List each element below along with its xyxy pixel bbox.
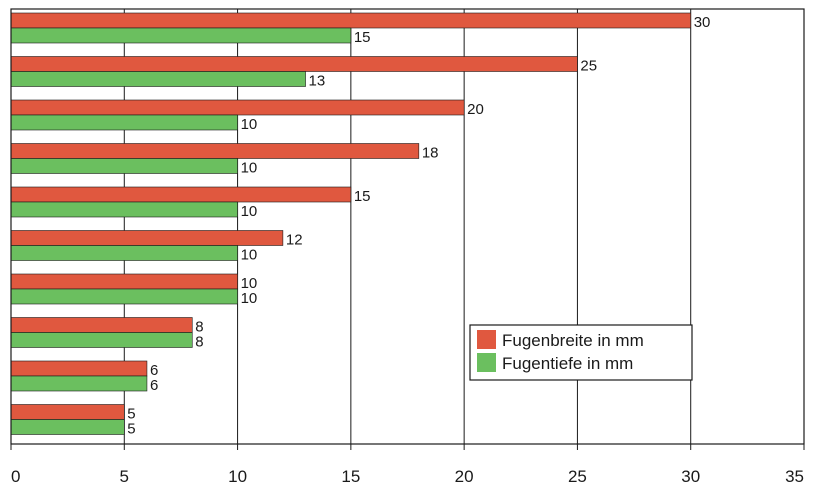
data-label-fugentiefe: 10 <box>241 247 258 264</box>
bar-fugentiefe <box>10 288 238 305</box>
legend-swatch-fugentiefe <box>477 353 496 372</box>
legend-label-fugentiefe: Fugentiefe in mm <box>502 354 633 373</box>
data-label-fugenbreite: 6 <box>150 362 158 379</box>
bar-fugenbreite <box>10 230 284 246</box>
bar-fugenbreite <box>10 99 465 116</box>
legend-box <box>469 324 693 381</box>
plot-frame <box>10 8 805 445</box>
data-label-fugentiefe: 10 <box>241 203 258 220</box>
bar-fugentiefe <box>10 332 193 348</box>
x-tick-label: 15 <box>341 467 360 486</box>
bar-fugentiefe <box>10 419 125 435</box>
data-label-fugentiefe: 6 <box>150 377 158 394</box>
data-label-fugenbreite: 12 <box>286 232 303 249</box>
bar-fugenbreite <box>10 186 352 203</box>
data-label-fugenbreite: 30 <box>694 14 711 31</box>
data-label-fugentiefe: 15 <box>354 29 371 46</box>
x-tick-label: 30 <box>681 467 700 486</box>
bar-fugenbreite <box>10 56 578 72</box>
data-label-fugenbreite: 8 <box>195 319 203 336</box>
data-label-fugentiefe: 13 <box>309 73 326 90</box>
data-label-fugentiefe: 5 <box>127 421 135 438</box>
bar-fugenbreite <box>10 360 148 377</box>
x-tick-label: 35 <box>785 467 804 486</box>
data-label-fugenbreite: 18 <box>422 145 439 162</box>
legend: Fugenbreite in mm Fugentiefe in mm <box>469 324 693 381</box>
data-label-fugentiefe: 10 <box>241 116 258 133</box>
bar-fugentiefe <box>10 71 306 87</box>
bar-fugentiefe <box>10 375 148 392</box>
data-label-fugentiefe: 8 <box>195 334 203 351</box>
data-label-fugenbreite: 25 <box>580 58 597 75</box>
legend-swatch-fugenbreite <box>477 330 496 349</box>
x-tick-label: 0 <box>11 467 20 486</box>
data-label-fugenbreite: 15 <box>354 188 371 205</box>
data-label-fugenbreite: 5 <box>127 406 135 423</box>
x-tick-label: 10 <box>228 467 247 486</box>
x-tick-label: 20 <box>455 467 474 486</box>
data-label-fugentiefe: 10 <box>241 160 258 177</box>
data-label-fugenbreite: 20 <box>467 101 484 118</box>
bar-fugentiefe <box>10 245 238 261</box>
legend-label-fugenbreite: Fugenbreite in mm <box>502 331 644 350</box>
bar-fugentiefe <box>10 114 238 131</box>
bar-fugenbreite <box>10 273 238 290</box>
bar-fugentiefe <box>10 158 238 174</box>
bar-fugenbreite <box>10 12 692 29</box>
bar-fugentiefe <box>10 201 238 218</box>
x-tick-label: 5 <box>120 467 129 486</box>
bar-fugentiefe <box>10 27 352 44</box>
data-label-fugentiefe: 10 <box>241 290 258 307</box>
x-tick-label: 25 <box>568 467 587 486</box>
data-label-fugenbreite: 10 <box>241 275 258 292</box>
bar-fugenbreite <box>10 317 193 333</box>
x-axis-ticks: 0 5 10 15 20 25 30 35 <box>10 444 805 486</box>
bar-fugenbreite <box>10 143 420 159</box>
bar-fugenbreite <box>10 404 125 420</box>
